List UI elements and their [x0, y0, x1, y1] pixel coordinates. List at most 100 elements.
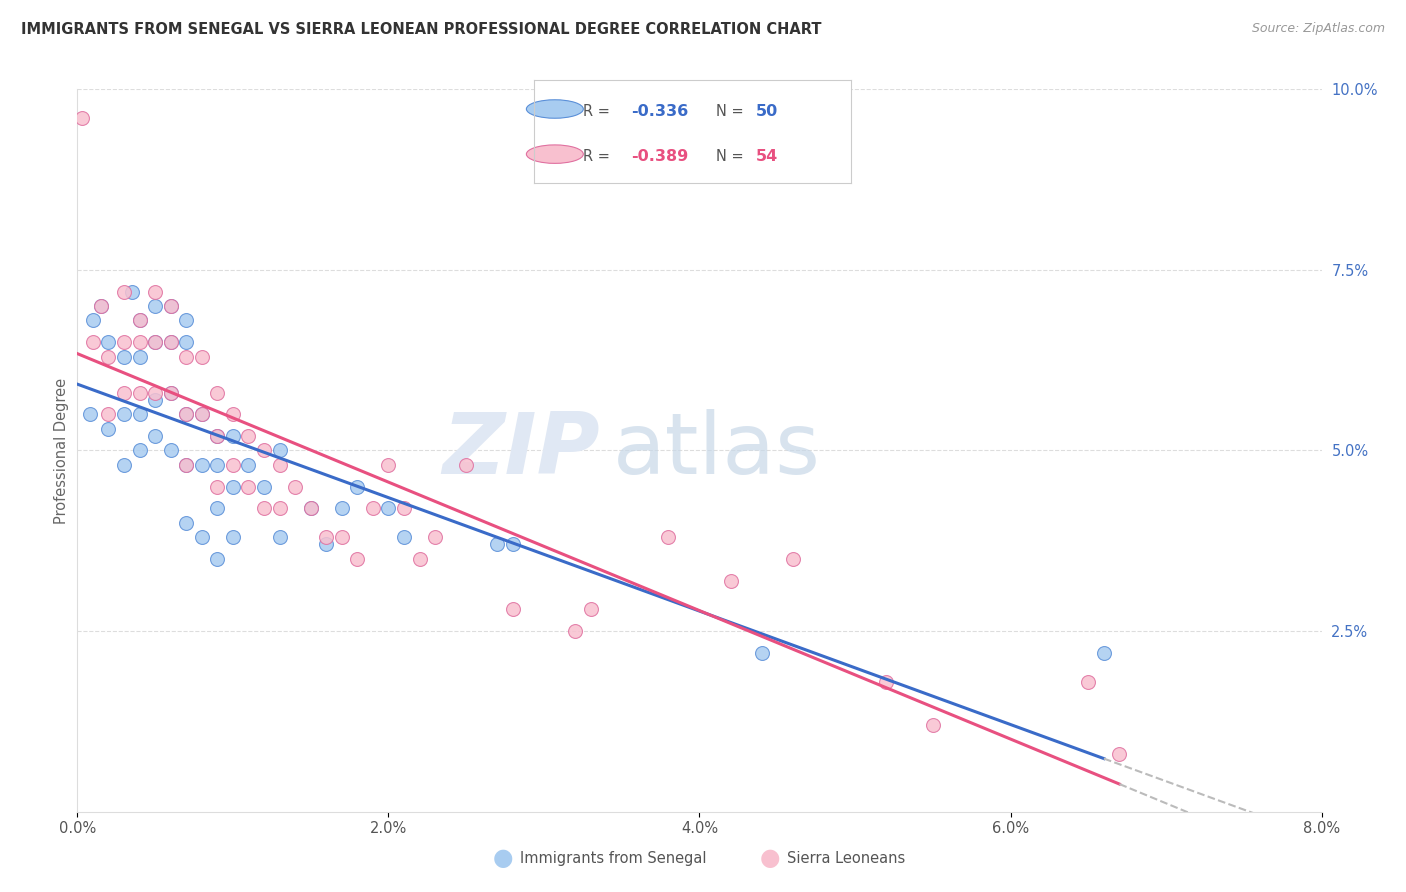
Point [128, 443, 150, 458]
Point [191, 350, 214, 364]
Point [112, 334, 135, 349]
Point [720, 574, 742, 588]
Point [238, 429, 260, 443]
Point [921, 718, 943, 732]
Point [128, 350, 150, 364]
Point [346, 480, 368, 494]
Point [90, 299, 112, 313]
Point [143, 429, 166, 443]
Point [1092, 646, 1115, 660]
Point [875, 674, 897, 689]
Point [377, 458, 399, 472]
Point [174, 407, 197, 422]
Point [1108, 747, 1130, 761]
Text: R =: R = [583, 149, 614, 164]
Point [112, 458, 135, 472]
Point [128, 385, 150, 400]
Text: atlas: atlas [613, 409, 820, 492]
Point [143, 285, 166, 299]
Point [751, 646, 773, 660]
Text: ●: ● [761, 847, 780, 870]
Point [143, 334, 166, 349]
Point [269, 501, 291, 516]
Point [97, 407, 120, 422]
Point [159, 385, 181, 400]
Point [191, 530, 214, 544]
Point [361, 501, 384, 516]
Point [238, 480, 260, 494]
Point [1077, 674, 1099, 689]
Point [392, 501, 415, 516]
Point [392, 530, 415, 544]
Point [486, 537, 509, 551]
Text: ZIP: ZIP [443, 409, 600, 492]
Text: Immigrants from Senegal: Immigrants from Senegal [520, 851, 707, 865]
Point [90, 299, 112, 313]
Point [159, 443, 181, 458]
Text: N =: N = [716, 103, 748, 119]
Point [128, 334, 150, 349]
Point [207, 501, 229, 516]
Point [79, 407, 101, 422]
Point [346, 551, 368, 566]
Point [299, 501, 322, 516]
Point [97, 334, 120, 349]
Point [315, 537, 337, 551]
Point [222, 458, 245, 472]
Point [579, 602, 602, 616]
Point [207, 458, 229, 472]
Point [97, 350, 120, 364]
Point [269, 443, 291, 458]
Point [207, 429, 229, 443]
Point [269, 458, 291, 472]
Point [112, 385, 135, 400]
Point [159, 385, 181, 400]
Point [191, 407, 214, 422]
Point [222, 407, 245, 422]
Circle shape [526, 100, 583, 119]
Point [82, 334, 104, 349]
Point [299, 501, 322, 516]
Text: Source: ZipAtlas.com: Source: ZipAtlas.com [1251, 22, 1385, 36]
Point [112, 285, 135, 299]
Text: -0.389: -0.389 [631, 149, 688, 164]
Point [238, 458, 260, 472]
Point [128, 313, 150, 327]
Point [253, 501, 276, 516]
Text: IMMIGRANTS FROM SENEGAL VS SIERRA LEONEAN PROFESSIONAL DEGREE CORRELATION CHART: IMMIGRANTS FROM SENEGAL VS SIERRA LEONEA… [21, 22, 821, 37]
Point [121, 285, 143, 299]
Text: 50: 50 [756, 103, 778, 119]
Point [207, 429, 229, 443]
Point [207, 551, 229, 566]
Point [207, 385, 229, 400]
Point [456, 458, 478, 472]
Point [253, 480, 276, 494]
Point [222, 480, 245, 494]
Point [174, 407, 197, 422]
Text: R =: R = [583, 103, 614, 119]
Point [143, 392, 166, 407]
Point [174, 458, 197, 472]
Point [159, 334, 181, 349]
Point [143, 334, 166, 349]
Point [97, 422, 120, 436]
Point [70, 111, 93, 125]
Point [112, 407, 135, 422]
Point [564, 624, 586, 639]
Point [191, 407, 214, 422]
Text: 54: 54 [756, 149, 778, 164]
Point [128, 313, 150, 327]
Point [284, 480, 307, 494]
Point [128, 407, 150, 422]
Text: ●: ● [494, 847, 513, 870]
Point [377, 501, 399, 516]
Point [330, 530, 353, 544]
Point [159, 299, 181, 313]
Point [269, 530, 291, 544]
Y-axis label: Professional Degree: Professional Degree [53, 377, 69, 524]
Point [408, 551, 430, 566]
Point [159, 299, 181, 313]
Point [159, 334, 181, 349]
Point [502, 537, 524, 551]
Point [191, 458, 214, 472]
